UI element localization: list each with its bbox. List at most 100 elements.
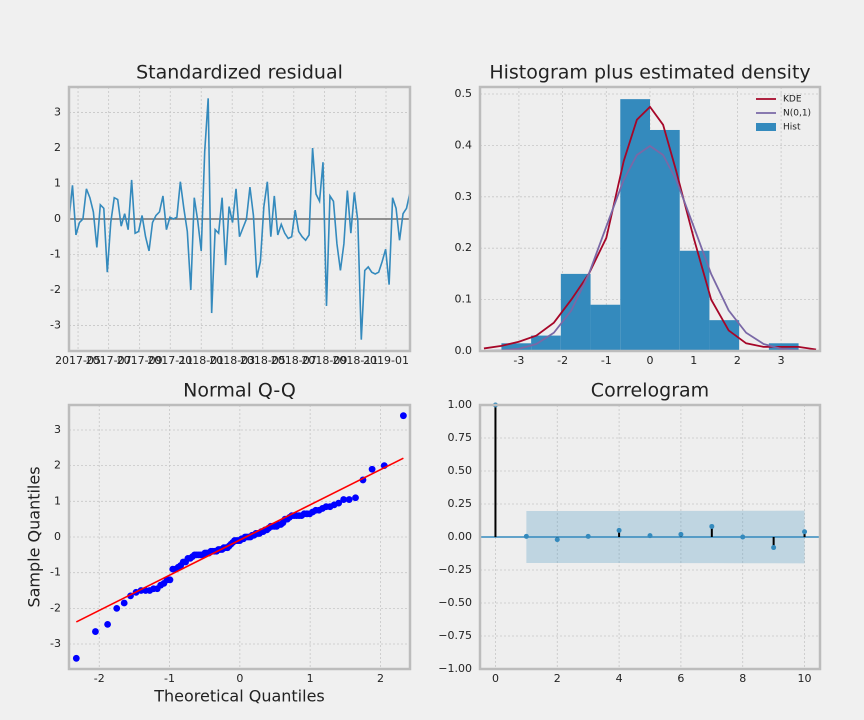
qq-point [368, 465, 376, 473]
y-tick-label: -2 [50, 601, 61, 614]
y-tick-label: −0.75 [438, 629, 472, 642]
y-tick-label: 0.50 [448, 464, 473, 477]
hist-bar [679, 250, 710, 351]
x-tick-label: -1 [164, 672, 175, 685]
stem-marker [771, 545, 777, 551]
qq-point [340, 496, 348, 503]
x-tick-label: 2019-01 [363, 354, 409, 367]
stem-marker [740, 534, 746, 540]
y-tick-label: 0 [54, 212, 61, 225]
y-tick-label: -1 [50, 247, 61, 260]
qq-point [335, 499, 343, 507]
y-axis-label: Sample Quantiles [25, 466, 44, 607]
x-tick-label: 2 [377, 672, 384, 685]
x-tick-label: -2 [94, 672, 105, 685]
legend-label: Hist [783, 123, 801, 133]
x-tick-label: 2017-07 [86, 354, 132, 367]
x-tick-label: 2017-09 [117, 354, 163, 367]
axes-frame [478, 403, 822, 671]
x-tick-label: 0 [492, 672, 499, 685]
x-tick-label: 3 [778, 354, 785, 367]
panel-title: Correlogram [591, 380, 709, 402]
y-tick-label: 0.3 [455, 190, 473, 203]
qq-point [92, 628, 99, 635]
x-tick-label: 2018-01 [178, 354, 224, 367]
y-tick-label: -1 [50, 566, 61, 579]
stem-marker [585, 533, 591, 539]
hist-bar [590, 304, 621, 351]
x-tick-label: 2018-05 [240, 354, 286, 367]
hist-bar [560, 273, 591, 351]
x-tick-label: -2 [557, 354, 568, 367]
stem-marker [523, 533, 529, 539]
legend-label: N(0,1) [783, 109, 811, 119]
x-tick-label: 2018-11 [332, 354, 378, 367]
x-tick-label: 2017-11 [147, 354, 193, 367]
y-tick-label: −0.25 [438, 563, 472, 576]
x-tick-label: 1 [307, 672, 314, 685]
x-tick-label: -1 [601, 354, 612, 367]
y-tick-label: 0 [54, 530, 61, 543]
y-tick-label: 0.00 [448, 530, 473, 543]
y-tick-label: −0.50 [438, 596, 472, 609]
panel-title: Histogram plus estimated density [489, 62, 810, 84]
y-tick-label: 1 [54, 177, 61, 190]
x-tick-label: 1 [690, 354, 697, 367]
qq-point [352, 494, 359, 502]
qq-point [113, 604, 121, 612]
y-tick-label: 0.1 [455, 293, 473, 306]
reference-line [75, 457, 404, 623]
stem-marker [554, 537, 560, 543]
y-tick-label: 0.4 [455, 138, 473, 151]
qq-point [166, 576, 174, 584]
stem-marker [647, 533, 653, 539]
x-tick-label: 2018-03 [209, 354, 255, 367]
hist-bar [501, 343, 532, 351]
stem-marker [802, 529, 808, 535]
x-tick-label: 2 [554, 672, 561, 685]
panel-title: Normal Q-Q [183, 380, 296, 402]
qq-point [120, 599, 128, 607]
qq-point [399, 412, 407, 420]
x-tick-label: -3 [513, 354, 524, 367]
hist-bar [650, 129, 680, 351]
x-tick-label: 6 [677, 672, 684, 685]
x-tick-label: 2018-09 [301, 354, 347, 367]
y-tick-label: -3 [50, 637, 61, 650]
x-tick-label: 10 [798, 672, 812, 685]
y-tick-label: 0.2 [455, 241, 473, 254]
y-tick-label: 3 [54, 423, 61, 436]
axes-frame [67, 403, 412, 671]
legend-label: KDE [783, 95, 802, 105]
density-line [483, 144, 817, 352]
axes-frame [67, 85, 412, 353]
panel-title: Standardized residual [136, 62, 343, 84]
y-tick-label: 3 [54, 106, 61, 119]
density-line [483, 105, 817, 351]
x-tick-label: 4 [616, 672, 623, 685]
y-tick-label: 0.25 [448, 497, 473, 510]
hist-bar [620, 99, 650, 351]
y-tick-label: 1 [54, 494, 61, 507]
x-tick-label: 8 [739, 672, 746, 685]
stem-marker [709, 523, 715, 529]
stem-marker [678, 531, 684, 537]
x-tick-label: 0 [236, 672, 243, 685]
y-tick-label: 0.75 [448, 431, 473, 444]
x-axis-label: Theoretical Quantiles [153, 687, 325, 706]
y-tick-label: −1.00 [438, 662, 472, 675]
qq-point [345, 496, 353, 503]
y-tick-label: 0.5 [455, 87, 473, 100]
axes-frame [478, 85, 822, 353]
y-tick-label: 2 [54, 141, 61, 154]
y-tick-label: -2 [50, 283, 61, 296]
y-tick-label: 0.0 [455, 344, 473, 357]
stem-marker [616, 527, 622, 533]
x-tick-label: 2018-07 [271, 354, 317, 367]
y-tick-label: 2 [54, 459, 61, 472]
y-tick-label: 1.00 [448, 398, 473, 411]
qq-point [72, 654, 80, 662]
x-tick-label: 2017-05 [55, 354, 101, 367]
